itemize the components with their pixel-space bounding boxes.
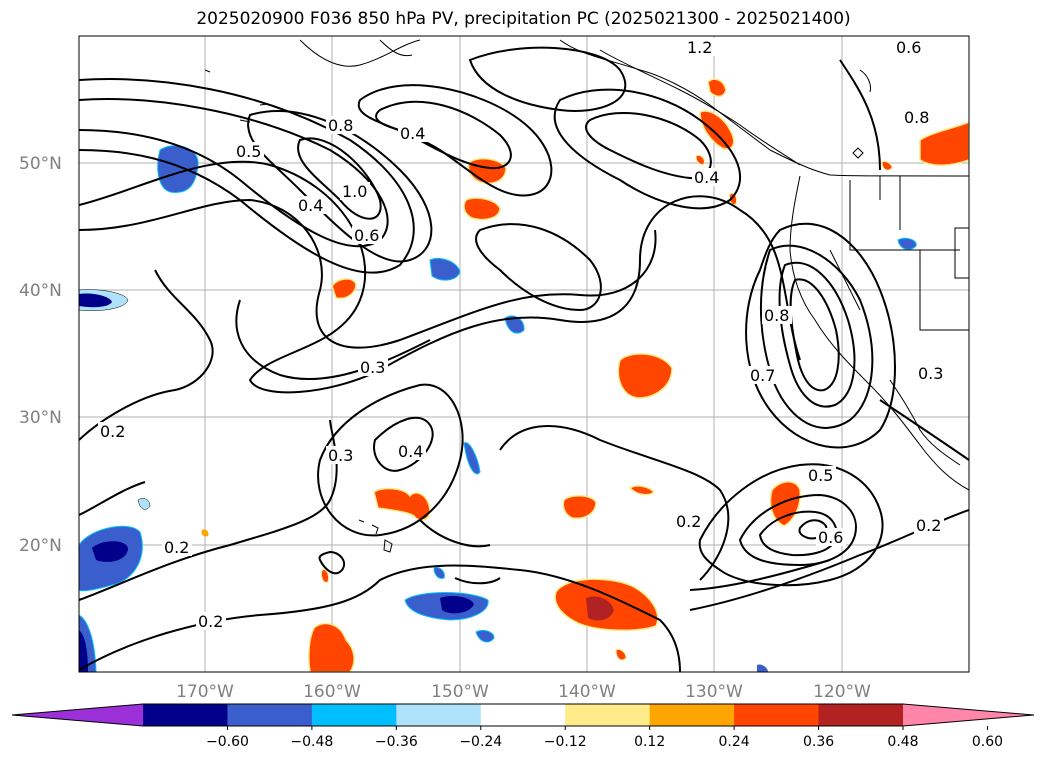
colorbar-swatch [227,704,313,726]
contour-label: 0.8 [764,306,789,325]
contour-label: 0.2 [676,512,701,531]
colorbar-swatch [143,704,228,726]
contour-label: 1.2 [687,38,712,57]
contour-label: 0.2 [916,516,941,535]
contour-label: 1.0 [342,182,367,201]
colorbar-tick-label: −0.48 [290,734,333,750]
contour-label: 0.8 [904,108,929,127]
map-area [79,36,969,672]
lon-label: 120°W [813,682,871,702]
lon-label: 150°W [431,682,489,702]
precip-negative-areas [79,145,917,672]
contour-label: 0.7 [750,366,775,385]
contour-label: 0.3 [918,364,943,383]
colorbar-swatch [818,704,904,726]
lat-label: 20°N [19,536,62,556]
lat-label: 30°N [19,408,62,428]
contour-label: 0.4 [400,124,425,143]
contour-labels: 0.8 0.4 1.0 0.6 0.5 0.4 1.2 0.6 0.8 0.4 … [98,38,946,631]
lon-label: 140°W [558,682,616,702]
latitude-labels: 50°N 40°N 30°N 20°N [19,154,62,556]
colorbar-swatch [480,704,566,726]
colorbar-swatch [649,704,735,726]
colorbar-tick-label: 0.60 [972,734,1003,750]
colorbar-extend-high [903,704,1034,726]
lat-label: 40°N [19,281,62,301]
colorbar-tick-label: −0.12 [544,734,587,750]
contour-label: 0.6 [896,38,921,57]
lat-label: 50°N [19,154,62,174]
lon-label: 130°W [685,682,743,702]
colorbar-tick-label: −0.36 [375,734,418,750]
contour-label: 0.4 [694,168,719,187]
contour-label: 0.2 [100,422,125,441]
colorbar-swatch [565,704,651,726]
contour-label: 0.5 [236,142,261,161]
coastlines [204,39,969,553]
colorbar-tick-label: 0.12 [634,734,665,750]
colorbar-swatch [396,704,482,726]
contour-label: 0.4 [298,196,323,215]
longitude-labels: 170°W 160°W 150°W 140°W 130°W 120°W [176,682,871,702]
colorbar-outline [11,703,1035,727]
lon-label: 170°W [176,682,234,702]
contour-label: 0.8 [328,116,353,135]
colorbar-tick-label: 0.48 [887,734,918,750]
map-frame [78,35,970,673]
contour-label: 0.2 [164,538,189,557]
contour-label: 0.3 [360,358,385,377]
contour-label: 0.3 [328,446,353,465]
colorbar-tick-label: 0.36 [803,734,834,750]
precip-positive-areas [201,78,969,672]
contour-label: 0.6 [818,528,843,547]
contour-label: 0.2 [198,612,223,631]
contour-label: 0.4 [398,442,423,461]
contour-label: 0.5 [808,466,833,485]
colorbar-swatch [734,704,820,726]
colorbar-tick-label: −0.24 [459,734,502,750]
colorbar-swatch [311,704,397,726]
colorbar-ticks: −0.60 −0.48 −0.36 −0.24 −0.12 0.12 0.24 0.36 0.4… [206,726,1003,750]
map-title: 2025020900 F036 850 hPa PV, precipitatio… [196,9,851,29]
contour-label: 0.6 [354,226,379,245]
colorbar [11,703,1035,727]
colorbar-extend-low [12,704,143,726]
lon-label: 160°W [303,682,361,702]
colorbar-tick-label: 0.24 [719,734,750,750]
colorbar-tick-label: −0.60 [206,734,249,750]
